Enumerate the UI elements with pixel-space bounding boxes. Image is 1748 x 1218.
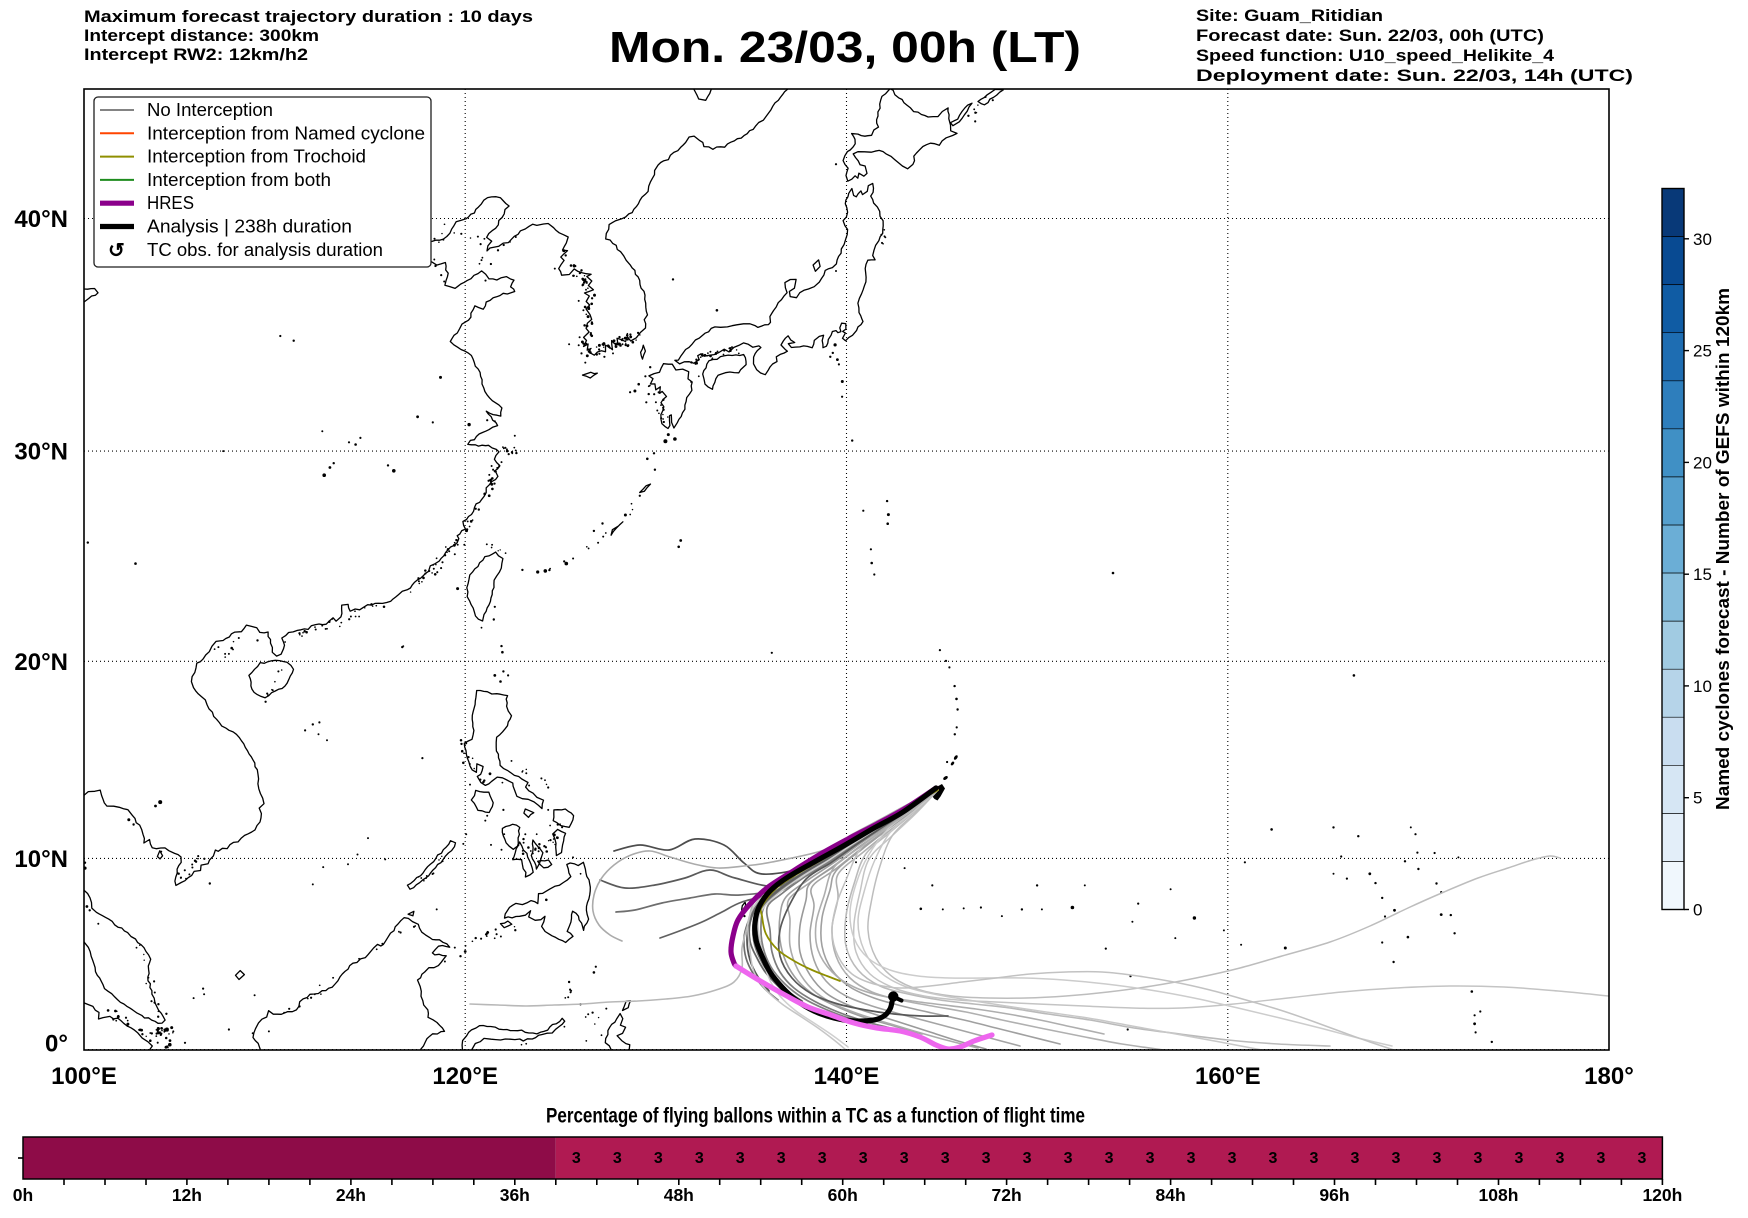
svg-text:Interception from both: Interception from both [147, 170, 331, 190]
svg-text:100°E: 100°E [51, 1063, 117, 1090]
svg-text:3: 3 [1392, 1150, 1401, 1167]
svg-text:84h: 84h [1156, 1185, 1186, 1205]
svg-text:No Interception: No Interception [147, 100, 273, 120]
svg-text:3: 3 [1187, 1150, 1196, 1167]
svg-text:Deployment date: Sun. 22/03, 1: Deployment date: Sun. 22/03, 14h (UTC) [1196, 66, 1633, 85]
svg-text:3: 3 [859, 1150, 868, 1167]
svg-text:36h: 36h [500, 1185, 530, 1205]
svg-text:30: 30 [1693, 230, 1712, 249]
svg-text:3: 3 [1637, 1150, 1646, 1167]
svg-text:25: 25 [1693, 342, 1712, 361]
svg-text:3: 3 [1555, 1150, 1564, 1167]
svg-text:3: 3 [777, 1150, 786, 1167]
svg-text:15: 15 [1693, 565, 1712, 584]
svg-text:3: 3 [654, 1150, 663, 1167]
svg-text:30°N: 30°N [14, 439, 68, 466]
svg-text:Intercept distance: 300km: Intercept distance: 300km [84, 26, 319, 45]
svg-text:TC obs. for analysis duration: TC obs. for analysis duration [147, 240, 383, 260]
svg-text:3: 3 [613, 1150, 622, 1167]
svg-text:108h: 108h [1479, 1185, 1519, 1205]
svg-text:3: 3 [1433, 1150, 1442, 1167]
svg-text:10°N: 10°N [14, 846, 68, 873]
svg-text:3: 3 [941, 1150, 950, 1167]
svg-text:3: 3 [1474, 1150, 1483, 1167]
svg-text:3: 3 [1105, 1150, 1114, 1167]
svg-text:3: 3 [818, 1150, 827, 1167]
svg-text:3: 3 [1023, 1150, 1032, 1167]
svg-text:0h: 0h [13, 1185, 33, 1205]
svg-text:3: 3 [900, 1150, 909, 1167]
svg-text:60h: 60h [828, 1185, 858, 1205]
svg-text:12h: 12h [172, 1185, 202, 1205]
svg-text:Interception from Named cyclon: Interception from Named cyclone [147, 123, 425, 143]
svg-text:Maximum forecast trajectory du: Maximum forecast trajectory duration : 1… [84, 7, 533, 26]
svg-text:10: 10 [1693, 677, 1712, 696]
svg-text:3: 3 [1269, 1150, 1278, 1167]
svg-text:3: 3 [1064, 1150, 1073, 1167]
svg-text:120h: 120h [1642, 1185, 1682, 1205]
svg-text:3: 3 [1310, 1150, 1319, 1167]
svg-text:3: 3 [572, 1150, 581, 1167]
svg-text:24h: 24h [336, 1185, 366, 1205]
svg-text:3: 3 [1146, 1150, 1155, 1167]
svg-text:3: 3 [1515, 1150, 1524, 1167]
svg-text:160°E: 160°E [1195, 1063, 1261, 1090]
svg-text:Speed function: U10_speed_Heli: Speed function: U10_speed_Helikite_4 [1196, 46, 1555, 65]
svg-text:20°N: 20°N [14, 649, 68, 676]
svg-text:3: 3 [1351, 1150, 1360, 1167]
svg-text:3: 3 [1228, 1150, 1237, 1167]
svg-text:0°: 0° [45, 1031, 68, 1058]
svg-text:20: 20 [1693, 453, 1712, 472]
svg-text:Interception from Trochoid: Interception from Trochoid [147, 147, 366, 167]
svg-text:140°E: 140°E [814, 1063, 880, 1090]
svg-text:3: 3 [695, 1150, 704, 1167]
svg-text:120°E: 120°E [432, 1063, 498, 1090]
svg-text:0: 0 [1693, 901, 1702, 920]
svg-text:Analysis | 238h duration: Analysis | 238h duration [147, 217, 352, 237]
svg-text:Named cyclones forecast - Numb: Named cyclones forecast - Number of GEFS… [1713, 288, 1733, 810]
svg-text:72h: 72h [992, 1185, 1022, 1205]
svg-text:3: 3 [1596, 1150, 1605, 1167]
svg-text:Mon. 23/03, 00h (LT): Mon. 23/03, 00h (LT) [609, 23, 1081, 72]
svg-text:Site: Guam_Ritidian: Site: Guam_Ritidian [1196, 6, 1383, 25]
svg-text:3: 3 [736, 1150, 745, 1167]
svg-text:180°: 180° [1584, 1063, 1634, 1090]
svg-text:↺: ↺ [108, 240, 125, 262]
svg-text:5: 5 [1693, 789, 1702, 808]
svg-text:HRES: HRES [147, 193, 194, 213]
svg-text:96h: 96h [1319, 1185, 1349, 1205]
svg-text:Intercept RW2: 12km/h2: Intercept RW2: 12km/h2 [84, 45, 308, 64]
svg-text:3: 3 [982, 1150, 991, 1167]
svg-text:40°N: 40°N [14, 206, 68, 233]
svg-text:Forecast date: Sun. 22/03, 00h: Forecast date: Sun. 22/03, 00h (UTC) [1196, 26, 1544, 45]
svg-text:48h: 48h [664, 1185, 694, 1205]
svg-text:Percentage of flying ballons w: Percentage of flying ballons within a TC… [546, 1105, 1085, 1128]
